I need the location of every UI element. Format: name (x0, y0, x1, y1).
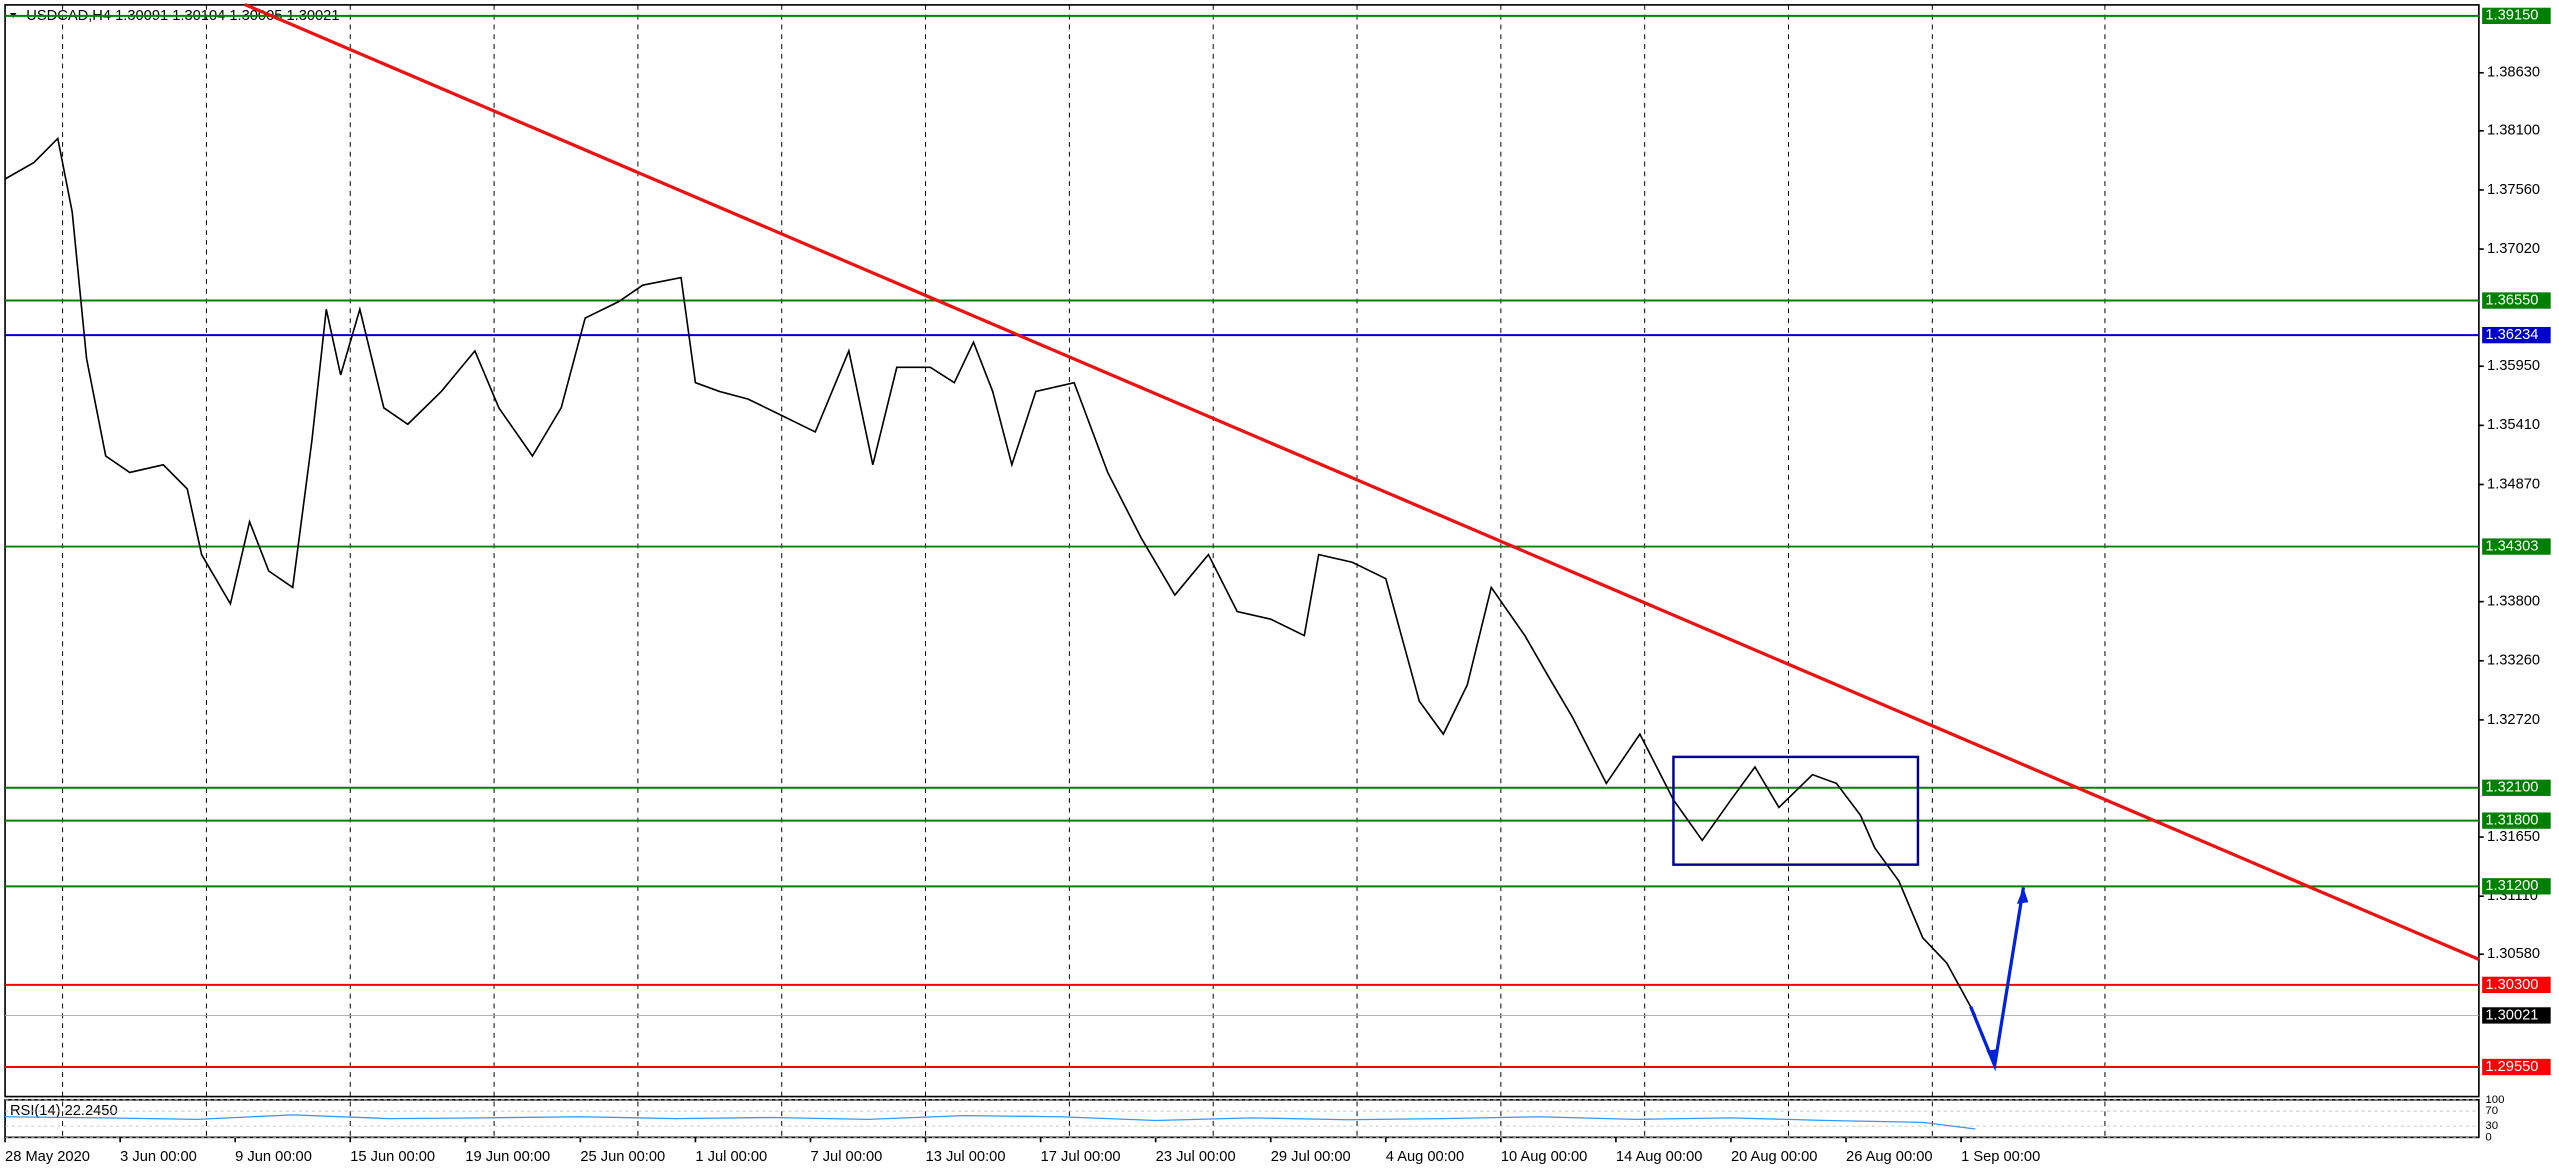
x-tick-label: 26 Aug 00:00 (1846, 1149, 1932, 1165)
rsi-tick-label: 100 (2485, 1094, 2504, 1106)
level-tag (2482, 779, 2551, 796)
level-label: 1.32100 (2485, 780, 2538, 796)
y-tick-label: 1.37560 (2487, 182, 2540, 198)
x-tick-label: 17 Jul 00:00 (1041, 1149, 1121, 1165)
x-tick-label: 1 Jul 00:00 (695, 1149, 767, 1165)
y-tick-label: 1.32720 (2487, 712, 2540, 728)
trendline (244, 2, 2480, 961)
level-tag (2482, 292, 2551, 309)
arrow-head (2016, 887, 2029, 904)
x-tick-label: 4 Aug 00:00 (1386, 1149, 1464, 1165)
x-tick-label: 14 Aug 00:00 (1616, 1149, 1702, 1165)
x-tick-label: 19 Jun 00:00 (465, 1149, 550, 1165)
price-line (4, 136, 1977, 1016)
arrow-head (1986, 1049, 1998, 1066)
x-tick-label: 13 Jul 00:00 (926, 1149, 1006, 1165)
level-tag (2482, 1007, 2551, 1024)
plot-frame (4, 4, 2480, 1098)
y-tick-label: 1.35410 (2487, 417, 2540, 433)
level-tag (2482, 326, 2551, 344)
y-tick-label: 1.38630 (2487, 65, 2540, 81)
x-tick-label: 29 Jul 00:00 (1271, 1149, 1351, 1165)
x-tick-label: 10 Aug 00:00 (1501, 1149, 1587, 1165)
y-tick-label: 1.33800 (2487, 594, 2540, 610)
level-label: 1.34303 (2485, 538, 2538, 554)
y-tick-label: 1.31650 (2487, 829, 2540, 845)
rsi-tick-label: 0 (2485, 1131, 2491, 1143)
level-label: 1.29550 (2485, 1059, 2538, 1075)
y-tick-label: 1.37020 (2487, 241, 2540, 257)
level-label: 1.31200 (2485, 878, 2538, 894)
level-label: 1.30021 (2485, 1007, 2538, 1023)
level-label: 1.39150 (2485, 8, 2538, 24)
forecast-arrow (1969, 887, 2026, 1072)
y-tick-label: 1.34870 (2487, 476, 2540, 492)
x-tick-label: 28 May 2020 (5, 1149, 90, 1165)
level-label: 1.30300 (2485, 977, 2538, 993)
rsi-label: RSI(14) 22.2450 (10, 1103, 118, 1119)
rsi-tick-label: 70 (2485, 1105, 2498, 1117)
x-tick-label: 1 Sep 00:00 (1961, 1149, 2040, 1165)
level-tag (2482, 976, 2551, 994)
range-box (1672, 755, 1920, 866)
level-tag (2482, 538, 2551, 555)
x-tick-label: 7 Jul 00:00 (810, 1149, 882, 1165)
level-label: 1.31800 (2485, 813, 2538, 829)
x-tick-label: 9 Jun 00:00 (235, 1149, 312, 1165)
y-tick-label: 1.35950 (2487, 358, 2540, 374)
rsi-line (5, 1114, 1976, 1130)
x-tick-label: 15 Jun 00:00 (350, 1149, 435, 1165)
level-label: 1.36550 (2485, 292, 2538, 308)
level-tag (2482, 878, 2551, 895)
y-tick-label: 1.38100 (2487, 123, 2540, 139)
level-label: 1.36234 (2485, 327, 2538, 343)
y-tick-label: 1.30580 (2487, 946, 2540, 962)
level-tag (2482, 1058, 2551, 1076)
x-tick-label: 23 Jul 00:00 (1156, 1149, 1236, 1165)
x-tick-label: 3 Jun 00:00 (120, 1149, 197, 1165)
rsi-tick-label: 30 (2485, 1120, 2498, 1132)
x-tick-label: 25 Jun 00:00 (580, 1149, 665, 1165)
y-tick-label: 1.33260 (2487, 653, 2540, 669)
level-tag (2482, 812, 2551, 829)
level-tag (2482, 7, 2551, 25)
x-tick-label: 20 Aug 00:00 (1731, 1149, 1817, 1165)
